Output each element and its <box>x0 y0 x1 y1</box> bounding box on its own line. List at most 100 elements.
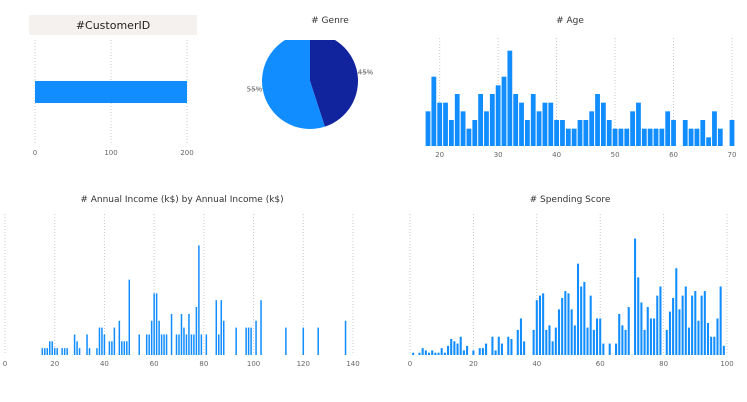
income-chart[interactable]: 0 20 40 60 80 100 120 140 <box>0 210 370 370</box>
income-bar[interactable] <box>51 341 53 355</box>
age-bar[interactable] <box>612 128 618 146</box>
spending-bar[interactable] <box>491 336 494 355</box>
spending-bar[interactable] <box>703 291 706 355</box>
income-bar[interactable] <box>63 348 66 355</box>
spending-bar[interactable] <box>478 348 481 355</box>
spending-bar[interactable] <box>722 345 725 355</box>
income-bar[interactable] <box>188 313 190 355</box>
age-bar[interactable] <box>489 94 495 146</box>
age-bar[interactable] <box>519 102 524 146</box>
spending-bar[interactable] <box>640 302 643 355</box>
spending-bar[interactable] <box>589 295 592 355</box>
income-bar[interactable] <box>41 348 44 355</box>
spending-bar[interactable] <box>535 300 538 355</box>
spending-bar[interactable] <box>459 336 462 355</box>
spending-bar[interactable] <box>485 343 488 355</box>
spending-bar[interactable] <box>545 329 548 355</box>
income-bar[interactable] <box>302 327 305 355</box>
income-bar[interactable] <box>101 327 103 355</box>
age-bar[interactable] <box>484 111 489 146</box>
age-bar[interactable] <box>706 137 712 146</box>
income-bar[interactable] <box>190 334 193 355</box>
income-bar[interactable] <box>220 300 223 355</box>
spending-bar[interactable] <box>665 329 668 355</box>
spending-bar[interactable] <box>618 313 621 355</box>
spending-bar[interactable] <box>710 336 713 355</box>
spending-bar[interactable] <box>599 318 602 355</box>
genre-slice-male[interactable] <box>262 40 325 129</box>
income-bar[interactable] <box>150 320 153 355</box>
spending-chart[interactable]: 0 20 40 60 80 100 <box>400 210 740 370</box>
spending-bar[interactable] <box>697 320 700 355</box>
income-bar[interactable] <box>138 334 140 355</box>
age-bar[interactable] <box>712 111 717 146</box>
spending-bar[interactable] <box>564 291 567 355</box>
income-bar[interactable] <box>73 334 76 355</box>
income-bar[interactable] <box>48 341 51 355</box>
spending-bar[interactable] <box>494 350 497 355</box>
age-bar[interactable] <box>472 120 478 146</box>
spending-bar[interactable] <box>627 307 630 355</box>
income-bar[interactable] <box>245 327 247 355</box>
income-bar[interactable] <box>123 341 126 355</box>
spending-bar[interactable] <box>462 350 465 355</box>
income-bar[interactable] <box>126 341 128 355</box>
spending-bar[interactable] <box>580 286 583 356</box>
age-bar[interactable] <box>729 120 735 146</box>
spending-bar[interactable] <box>595 318 599 355</box>
spending-bar[interactable] <box>532 329 535 355</box>
age-bar[interactable] <box>671 120 676 146</box>
age-bar[interactable] <box>425 111 431 146</box>
spending-bar[interactable] <box>412 352 415 355</box>
income-bar[interactable] <box>145 334 148 355</box>
spending-bar[interactable] <box>656 295 659 355</box>
income-bar[interactable] <box>317 327 319 355</box>
age-bar[interactable] <box>536 111 542 146</box>
income-bar[interactable] <box>218 334 220 355</box>
income-bar[interactable] <box>78 348 81 355</box>
income-bar[interactable] <box>76 341 78 355</box>
age-bar[interactable] <box>571 128 577 146</box>
income-bar[interactable] <box>53 348 56 355</box>
spending-bar[interactable] <box>687 327 690 355</box>
income-bar[interactable] <box>198 245 200 355</box>
age-bar[interactable] <box>583 120 589 146</box>
spending-bar[interactable] <box>500 343 503 355</box>
spending-bar[interactable] <box>447 345 450 355</box>
spending-bar[interactable] <box>716 318 719 355</box>
spending-bar[interactable] <box>453 341 456 355</box>
income-bar[interactable] <box>160 334 163 355</box>
age-bar[interactable] <box>636 102 641 146</box>
age-bar[interactable] <box>606 120 612 146</box>
spending-bar[interactable] <box>691 295 694 355</box>
income-bar[interactable] <box>148 334 150 355</box>
age-bar[interactable] <box>524 120 530 146</box>
spending-bar[interactable] <box>713 336 716 355</box>
age-bar[interactable] <box>694 128 700 146</box>
spending-bar[interactable] <box>634 238 637 355</box>
spending-bar[interactable] <box>719 286 722 356</box>
spending-bar[interactable] <box>567 293 570 355</box>
income-bar[interactable] <box>255 320 257 355</box>
age-chart[interactable]: 20 30 40 50 60 70 <box>420 34 740 164</box>
income-bar[interactable] <box>175 334 178 355</box>
age-bar[interactable] <box>700 120 706 146</box>
spending-bar[interactable] <box>440 348 443 355</box>
age-bar[interactable] <box>688 128 694 146</box>
income-bar[interactable] <box>153 293 155 355</box>
spending-bar[interactable] <box>675 268 678 355</box>
income-bar[interactable] <box>193 334 195 355</box>
customerid-chart[interactable]: 0 100 200 <box>20 40 205 165</box>
age-bar[interactable] <box>665 111 671 146</box>
income-bar[interactable] <box>98 327 101 355</box>
spending-bar[interactable] <box>624 329 627 355</box>
income-bar[interactable] <box>66 348 68 355</box>
spending-bar[interactable] <box>519 318 522 355</box>
age-bar[interactable] <box>577 120 583 146</box>
age-bar[interactable] <box>507 50 513 146</box>
spending-bar[interactable] <box>427 352 431 355</box>
income-bar[interactable] <box>183 327 185 355</box>
spending-bar[interactable] <box>450 339 453 355</box>
age-bar[interactable] <box>454 94 460 146</box>
income-bar[interactable] <box>163 334 165 355</box>
